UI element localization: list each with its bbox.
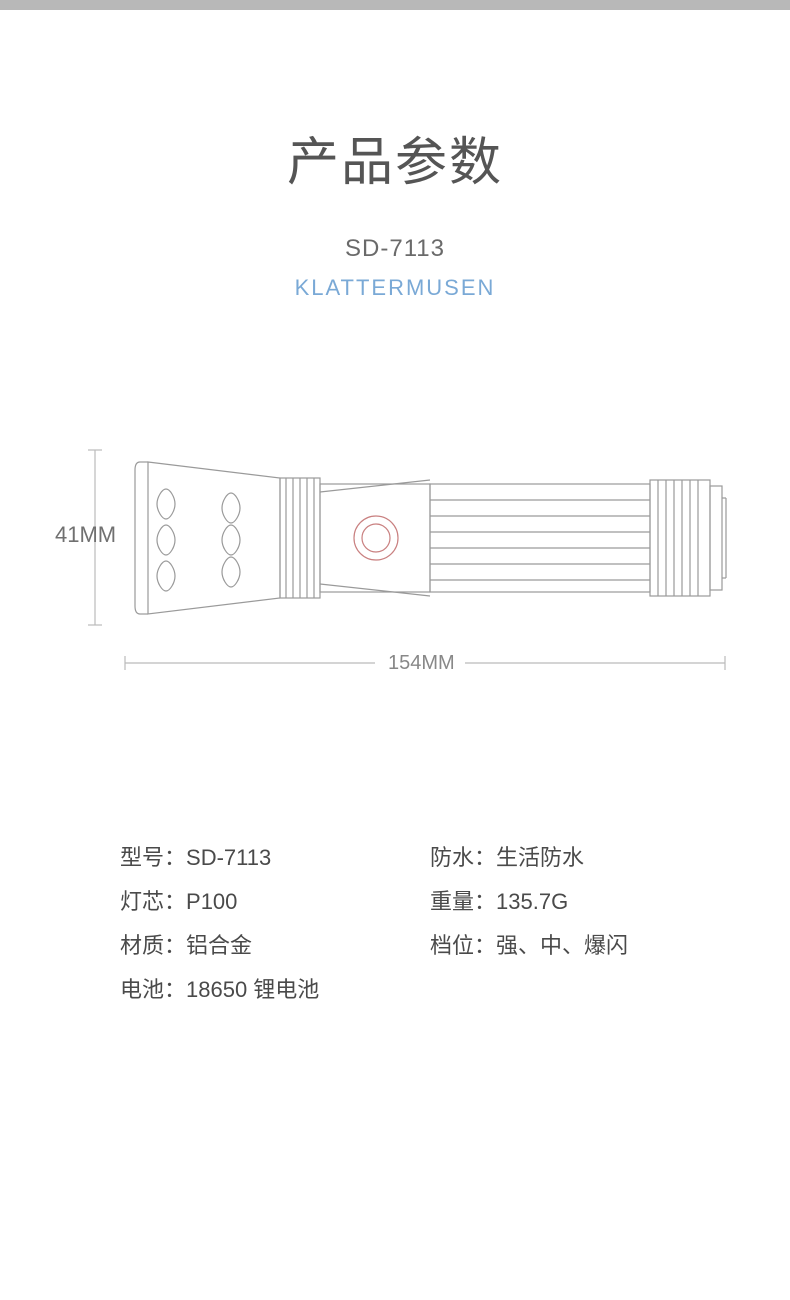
spec-value: 强、中、爆闪 <box>496 924 628 968</box>
model-number: SD-7113 <box>0 235 790 263</box>
spec-row: 档位： 强、中、爆闪 <box>430 924 680 968</box>
spec-row: 电池： 18650 锂电池 <box>120 968 370 1012</box>
spec-row: 材质： 铝合金 <box>120 924 370 968</box>
spec-value: 生活防水 <box>496 836 584 880</box>
spec-row: 型号： SD-7113 <box>120 836 370 880</box>
spec-label: 电池： <box>120 968 186 1012</box>
flashlight-diagram <box>60 440 740 680</box>
spec-label: 型号： <box>120 836 186 880</box>
spec-value: 135.7G <box>496 880 568 924</box>
top-bar <box>0 0 790 10</box>
specs-col-left: 型号： SD-7113 灯芯： P100 材质： 铝合金 电池： 18650 锂… <box>120 836 370 1012</box>
spec-value: 18650 锂电池 <box>186 968 319 1012</box>
page-title: 产品参数 <box>0 120 790 195</box>
spec-label: 材质： <box>120 924 186 968</box>
height-dimension-label: 41MM <box>55 522 116 548</box>
specs-col-right: 防水： 生活防水 重量： 135.7G 档位： 强、中、爆闪 <box>430 836 680 1012</box>
spec-row: 灯芯： P100 <box>120 880 370 924</box>
spec-value: P100 <box>186 880 237 924</box>
spec-label: 灯芯： <box>120 880 186 924</box>
specs-table: 型号： SD-7113 灯芯： P100 材质： 铝合金 电池： 18650 锂… <box>120 836 680 1012</box>
spec-label: 防水： <box>430 836 496 880</box>
title-block: 产品参数 SD-7113 KLATTERMUSEN <box>0 120 790 301</box>
spec-value: 铝合金 <box>186 924 252 968</box>
spec-row: 重量： 135.7G <box>430 880 680 924</box>
spec-label: 重量： <box>430 880 496 924</box>
length-dimension-label: 154MM <box>388 652 455 675</box>
spec-row: 防水： 生活防水 <box>430 836 680 880</box>
spec-value: SD-7113 <box>186 836 271 880</box>
brand-name: KLATTERMUSEN <box>0 275 790 301</box>
spec-label: 档位： <box>430 924 496 968</box>
